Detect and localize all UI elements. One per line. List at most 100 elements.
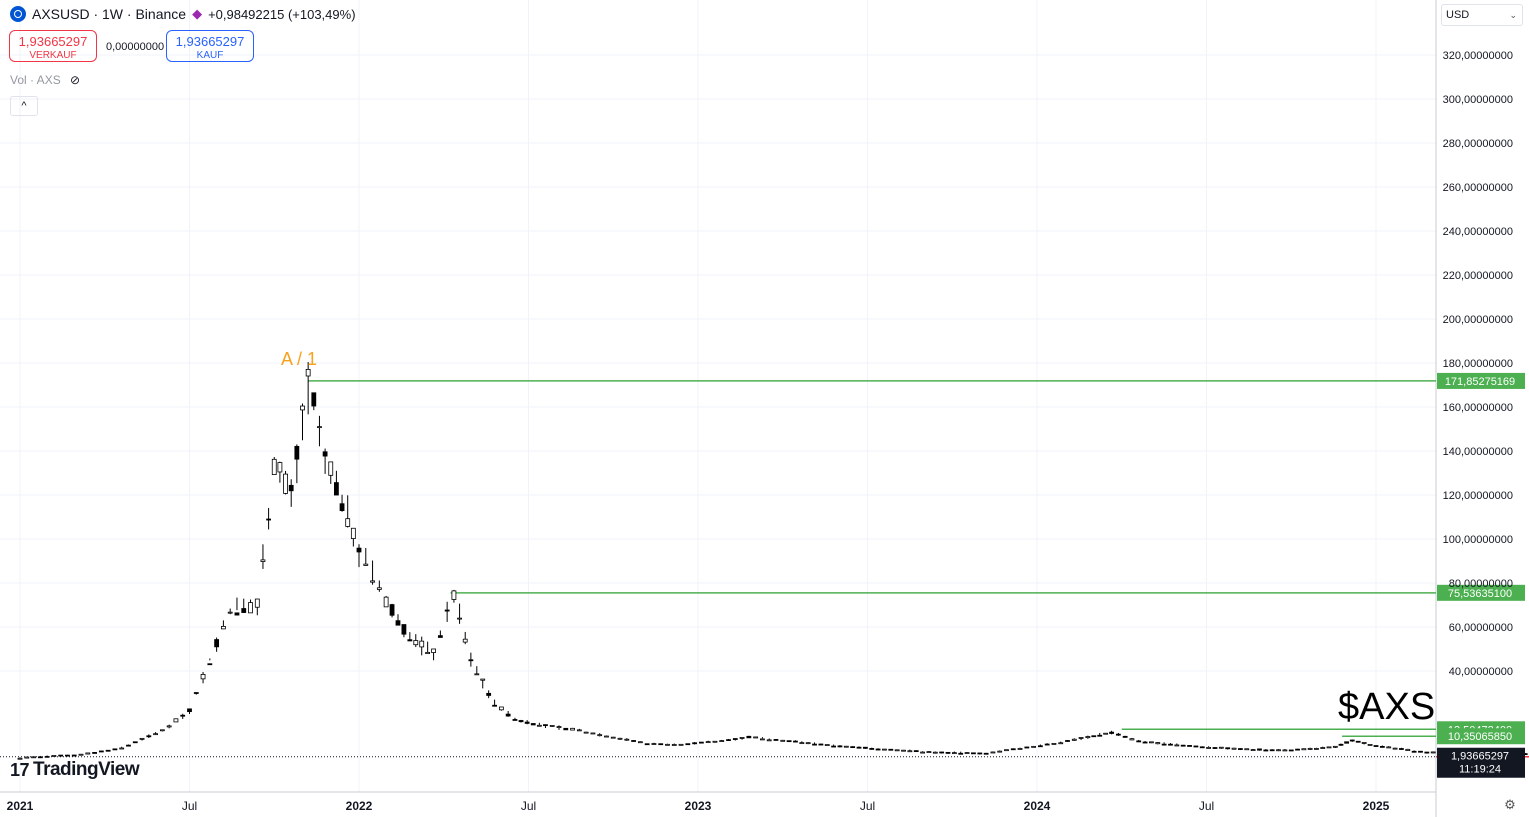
settings-gear-icon[interactable]: ⚙ xyxy=(1504,797,1516,812)
candle-body xyxy=(413,640,419,646)
spread-value: 0,00000000 xyxy=(106,41,165,53)
candle-body xyxy=(746,735,752,739)
buy-button[interactable]: 1,93665297 KAUF xyxy=(166,30,254,62)
currency-value: USD xyxy=(1446,9,1470,21)
candle-body xyxy=(1187,745,1192,747)
candle-body xyxy=(951,752,957,755)
candle-body xyxy=(220,626,226,630)
candle-body xyxy=(637,741,643,744)
candle-body xyxy=(1338,743,1344,746)
candle-body xyxy=(474,673,480,676)
candle-body xyxy=(17,757,23,760)
volume-indicator[interactable]: Vol · AXS ⊘ xyxy=(10,73,80,87)
candle-body xyxy=(1379,746,1385,748)
candle-body xyxy=(818,743,824,746)
candle-body xyxy=(1136,740,1142,743)
candle-body xyxy=(805,742,811,745)
candle-body xyxy=(227,611,233,614)
chevron-down-icon: ⌄ xyxy=(1509,10,1517,20)
buy-label: KAUF xyxy=(196,50,224,61)
candle-body xyxy=(570,727,575,731)
x-tick-label: Jul xyxy=(860,799,875,813)
current-price-tag xyxy=(1437,747,1525,778)
candle-body xyxy=(498,706,504,711)
candle-body xyxy=(1263,749,1269,752)
candle-body xyxy=(971,752,976,755)
candle-body xyxy=(1129,738,1135,741)
candle-body xyxy=(444,609,450,612)
candle-body xyxy=(105,749,111,752)
candle-body xyxy=(1142,741,1148,744)
candle-body xyxy=(1199,746,1205,749)
level-price-tag xyxy=(1437,372,1525,389)
candle-body xyxy=(234,612,240,616)
candle-body xyxy=(1085,736,1091,739)
candle-body xyxy=(1301,748,1307,751)
candle-body xyxy=(732,738,738,740)
candle-body xyxy=(712,740,718,743)
candle-body xyxy=(356,547,362,553)
candle-body xyxy=(492,704,498,707)
candle-body xyxy=(920,751,925,754)
candle-body xyxy=(1010,748,1016,751)
candle-body xyxy=(1405,748,1411,751)
candle-body xyxy=(1225,747,1231,750)
candle-body xyxy=(480,678,486,681)
candle-body xyxy=(214,639,220,648)
candle-body xyxy=(112,748,118,751)
symbol-title[interactable]: AXSUSD · 1W · Binance xyxy=(32,6,187,22)
sell-price: 1,93665297 xyxy=(18,34,88,49)
y-tick-label: 300,00000000 xyxy=(1443,94,1513,106)
candle-body xyxy=(437,635,443,638)
candle-body xyxy=(1399,748,1404,750)
tradingview-branding[interactable]: 17 TradingView xyxy=(10,759,140,781)
x-tick-label: 2022 xyxy=(346,799,373,813)
candle-body xyxy=(1037,745,1043,748)
collapse-button[interactable]: ^ xyxy=(10,96,38,116)
candle-body xyxy=(180,714,186,717)
candle-body xyxy=(248,602,253,614)
candle-body xyxy=(85,752,91,755)
y-tick-label: 160,00000000 xyxy=(1443,402,1513,414)
eye-off-icon[interactable]: ⊘ xyxy=(70,73,81,87)
level-price-label: 10,35065850 xyxy=(1448,731,1512,743)
candle-body xyxy=(58,754,64,757)
candle-body xyxy=(1097,734,1103,737)
candle-body xyxy=(65,754,70,757)
candle-body xyxy=(698,741,704,744)
candle-body xyxy=(512,719,518,721)
candle-body xyxy=(766,739,772,742)
volume-label: Vol · AXS xyxy=(10,73,61,87)
candle-body xyxy=(370,580,375,583)
candle-body xyxy=(1326,746,1332,749)
candle-body xyxy=(78,753,84,756)
candle-body xyxy=(173,718,179,723)
candle-body xyxy=(305,368,311,377)
candle-body xyxy=(590,732,596,735)
candle-body xyxy=(604,735,609,738)
candle-body xyxy=(518,720,524,723)
candle-body xyxy=(786,740,792,743)
candle-body xyxy=(831,745,836,748)
candle-body xyxy=(71,754,77,757)
sell-button[interactable]: 1,93665297 VERKAUF xyxy=(9,30,97,62)
candle-body xyxy=(624,738,630,741)
x-tick-label: 2025 xyxy=(1363,799,1390,813)
candle-body xyxy=(563,727,569,731)
candle-body xyxy=(1295,748,1300,751)
y-tick-label: 180,00000000 xyxy=(1443,358,1513,370)
candle-body xyxy=(1269,749,1275,752)
candles xyxy=(17,362,1528,760)
currency-select[interactable]: USD ⌄ xyxy=(1441,4,1523,26)
candle-body xyxy=(283,473,288,494)
candle-body xyxy=(932,751,938,754)
candle-body xyxy=(1180,744,1186,747)
candle-body xyxy=(556,726,562,728)
candle-body xyxy=(37,756,43,759)
price-change: +0,98492215 (+103,49%) xyxy=(208,6,356,22)
candle-body xyxy=(875,748,881,751)
share-icon[interactable]: ◆ xyxy=(192,6,203,21)
candle-body xyxy=(726,739,731,742)
candle-body xyxy=(1411,750,1417,753)
